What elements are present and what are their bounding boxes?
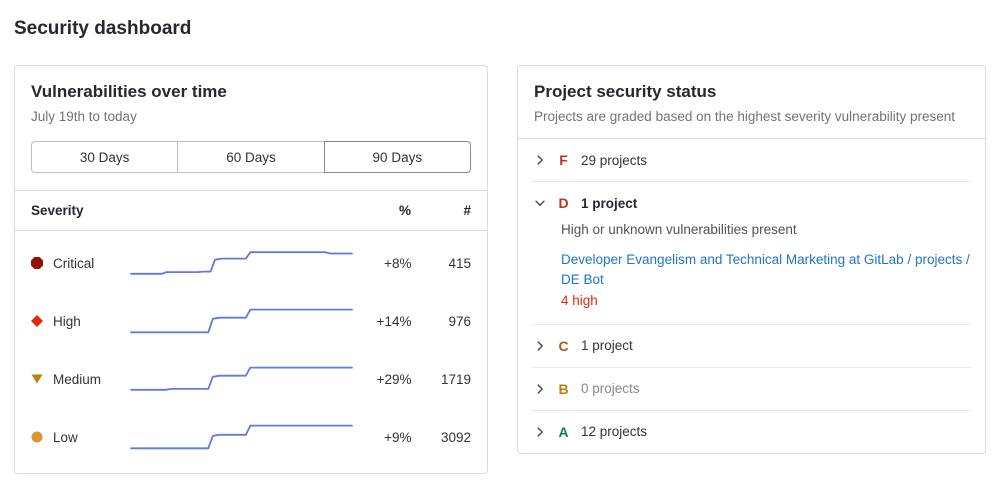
- vulnerability-count-value: 3092: [440, 429, 472, 445]
- vulnerabilities-date-range: July 19th to today: [31, 109, 137, 124]
- grade-project-count: 12 projects: [581, 424, 648, 439]
- grade-row-d: D 1 project High or unknown vulnerabilit…: [532, 182, 971, 325]
- grade-letter: C: [558, 337, 569, 354]
- percent-change-value: +8%: [384, 255, 412, 271]
- grade-project-count: 1 project: [581, 338, 633, 353]
- grade-row-toggle[interactable]: A 12 projects: [532, 424, 971, 440]
- severity-row: Low +9% 3092: [31, 408, 471, 466]
- severity-column-header: Severity: [31, 203, 84, 218]
- severity-label: Critical: [53, 255, 95, 271]
- vulnerabilities-card-title: Vulnerabilities over time: [31, 82, 227, 101]
- vulnerability-count-value: 1719: [440, 371, 472, 387]
- vulnerability-count-value: 976: [448, 313, 472, 329]
- trend-sparkline: [130, 362, 353, 396]
- high-severity-icon: [31, 315, 43, 327]
- grade-project-count: 0 projects: [581, 381, 640, 396]
- grade-row-toggle[interactable]: F 29 projects: [532, 152, 971, 168]
- grade-accordion-list: F 29 projects D 1 project High or unknow…: [518, 139, 985, 453]
- grade-row-f: F 29 projects: [532, 139, 971, 182]
- range-button-90-days[interactable]: 90 Days: [323, 141, 471, 173]
- medium-severity-icon: [31, 373, 43, 385]
- grade-row-c: C 1 project: [532, 325, 971, 368]
- severity-label: Medium: [53, 371, 102, 387]
- percent-change-value: +9%: [384, 429, 412, 445]
- percent-change-value: +29%: [376, 371, 412, 387]
- grade-project-count: 29 projects: [581, 152, 648, 168]
- count-column-header: #: [463, 203, 471, 218]
- vulnerability-summary: 4 high: [561, 292, 598, 308]
- grade-letter: F: [559, 152, 568, 168]
- project-status-card-subtitle: Projects are graded based on the highest…: [534, 109, 955, 124]
- grade-row-b: B 0 projects: [532, 368, 971, 411]
- vulnerabilities-card-header: Vulnerabilities over time July 19th to t…: [15, 66, 487, 124]
- grade-letter: B: [558, 380, 569, 397]
- trend-sparkline: [130, 246, 353, 280]
- chevron-right-icon: [532, 381, 548, 397]
- project-link[interactable]: Developer Evangelism and Technical Marke…: [561, 252, 970, 288]
- grade-letter: D: [558, 195, 569, 211]
- grade-project-count: 1 project: [581, 195, 638, 211]
- severity-label: High: [53, 313, 81, 329]
- dashboard-cards: Vulnerabilities over time July 19th to t…: [14, 65, 986, 474]
- severity-row: Medium +29% 1719: [31, 350, 471, 408]
- critical-severity-icon: [31, 257, 43, 269]
- project-status-card-title: Project security status: [534, 82, 717, 101]
- grade-letter: A: [558, 423, 569, 440]
- chevron-right-icon: [532, 424, 548, 440]
- grade-description: High or unknown vulnerabilities present: [561, 222, 797, 237]
- vulnerabilities-over-time-card: Vulnerabilities over time July 19th to t…: [14, 65, 488, 474]
- low-severity-icon: [31, 431, 43, 443]
- chevron-right-icon: [532, 338, 548, 354]
- percent-column-header: %: [398, 203, 411, 218]
- range-button-60-days[interactable]: 60 Days: [177, 141, 325, 173]
- range-button-group: 30 Days 60 Days 90 Days: [31, 141, 471, 173]
- trend-sparkline: [130, 304, 353, 338]
- vulnerability-rows: Critical +8% 415 High +14% 976 Medium +2…: [15, 231, 487, 473]
- vulnerability-count-value: 415: [448, 255, 472, 271]
- chevron-down-icon: [532, 195, 548, 211]
- percent-change-value: +14%: [376, 313, 412, 329]
- grade-row-a: A 12 projects: [532, 411, 971, 453]
- range-button-30-days[interactable]: 30 Days: [31, 141, 179, 173]
- severity-row: High +14% 976: [31, 292, 471, 350]
- page-title: Security dashboard: [14, 18, 192, 39]
- grade-row-toggle[interactable]: C 1 project: [532, 338, 971, 354]
- severity-row: Critical +8% 415: [31, 234, 471, 292]
- chevron-right-icon: [532, 152, 548, 168]
- severity-label: Low: [53, 429, 78, 445]
- severity-table-header: Severity % #: [15, 190, 487, 231]
- grade-row-toggle[interactable]: D 1 project: [532, 195, 971, 211]
- project-security-status-card: Project security status Projects are gra…: [517, 65, 986, 454]
- project-status-card-header: Project security status Projects are gra…: [518, 66, 985, 139]
- grade-row-toggle[interactable]: B 0 projects: [532, 381, 971, 397]
- grade-expanded-details: High or unknown vulnerabilities present D…: [561, 222, 971, 308]
- trend-sparkline: [130, 420, 353, 454]
